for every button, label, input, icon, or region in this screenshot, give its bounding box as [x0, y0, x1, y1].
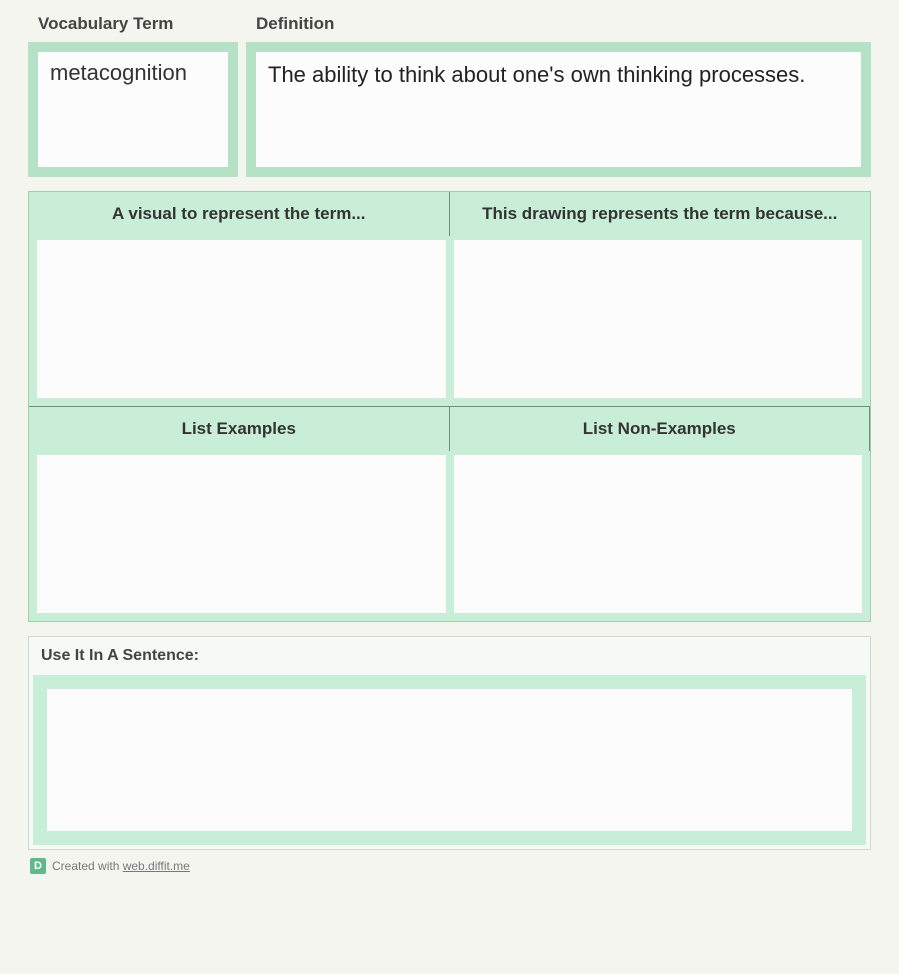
- footer-prefix: Created with: [52, 859, 123, 873]
- definition-value: The ability to think about one's own thi…: [268, 60, 849, 90]
- sentence-label: Use It In A Sentence:: [33, 647, 866, 675]
- explain-field[interactable]: [450, 236, 871, 406]
- definition-label: Definition: [246, 10, 871, 42]
- definition-field[interactable]: The ability to think about one's own thi…: [246, 42, 871, 177]
- definition-box: Definition The ability to think about on…: [246, 10, 871, 177]
- vocabulary-term-field[interactable]: metacognition: [28, 42, 238, 177]
- vocabulary-term-box: Vocabulary Term metacognition: [28, 10, 238, 177]
- vocabulary-term-label: Vocabulary Term: [28, 10, 238, 42]
- nonexamples-header: List Non-Examples: [450, 406, 871, 451]
- examples-field[interactable]: [29, 451, 450, 621]
- visual-header: A visual to represent the term...: [29, 192, 450, 236]
- footer-text: Created with web.diffit.me: [52, 859, 190, 873]
- footer-link[interactable]: web.diffit.me: [123, 859, 190, 873]
- sentence-field[interactable]: [33, 675, 866, 845]
- frayer-grid: A visual to represent the term... This d…: [28, 191, 871, 622]
- sentence-section: Use It In A Sentence:: [28, 636, 871, 850]
- vocabulary-term-value: metacognition: [50, 60, 216, 86]
- term-definition-row: Vocabulary Term metacognition Definition…: [28, 10, 871, 177]
- explain-header: This drawing represents the term because…: [450, 192, 871, 236]
- nonexamples-field[interactable]: [450, 451, 871, 621]
- examples-header: List Examples: [29, 406, 450, 451]
- diffit-logo-icon: D: [30, 858, 46, 874]
- footer: D Created with web.diffit.me: [28, 858, 871, 874]
- visual-field[interactable]: [29, 236, 450, 406]
